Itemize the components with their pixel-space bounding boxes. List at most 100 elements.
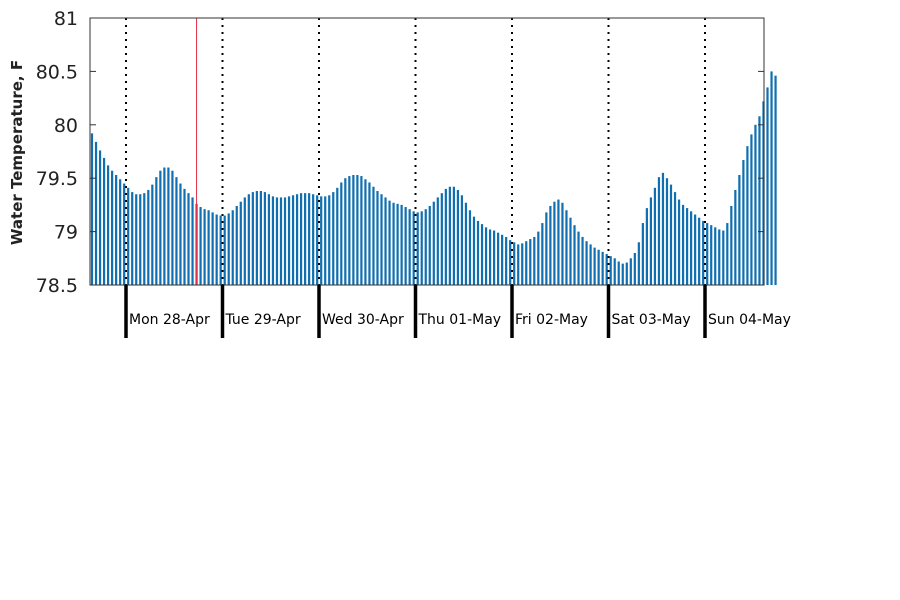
- temperature-bar: [183, 188, 186, 285]
- temperature-bar: [629, 258, 632, 285]
- temperature-bar: [223, 215, 226, 285]
- temperature-bar: [505, 236, 508, 285]
- temperature-bar: [304, 193, 307, 285]
- temperature-bar: [151, 184, 154, 285]
- temperature-bar: [251, 192, 254, 285]
- temperature-bar: [143, 193, 146, 285]
- temperature-bar: [167, 167, 170, 285]
- temperature-bar: [352, 175, 355, 285]
- temperature-bar: [641, 223, 644, 285]
- temperature-bar: [147, 189, 150, 285]
- temperature-bar: [565, 210, 568, 285]
- temperature-bar: [400, 204, 403, 285]
- temperature-bar: [203, 209, 206, 285]
- temperature-bar: [605, 254, 608, 285]
- temperature-bar: [215, 214, 218, 285]
- temperature-bar: [718, 229, 721, 285]
- temperature-bar: [360, 176, 363, 285]
- temperature-bar: [710, 225, 713, 285]
- x-axis-day-ticks: Mon 28-Apr Tue 29-Apr Wed 30-Apr Thu 01-May…: [124, 285, 791, 338]
- y-tick-label: 79.5: [36, 168, 78, 190]
- temperature-bar: [553, 201, 556, 285]
- day-label: Mon 28-Apr: [129, 312, 210, 328]
- temperature-bar: [726, 223, 729, 285]
- day-label: Wed 30-Apr: [322, 312, 404, 328]
- temperature-bar: [577, 231, 580, 285]
- temperature-bar: [340, 182, 343, 285]
- temperature-bar: [123, 183, 126, 285]
- temperature-bar: [376, 191, 379, 285]
- temperature-bar: [497, 232, 500, 285]
- day-label: Tue 29-Apr: [225, 312, 301, 328]
- temperature-bar: [336, 187, 339, 285]
- temperature-bar: [356, 175, 359, 285]
- temperature-bar: [271, 196, 275, 285]
- temperature-bar: [464, 202, 468, 285]
- temperature-bar: [685, 208, 689, 285]
- temperature-bar: [247, 194, 250, 285]
- temperature-bar: [279, 197, 283, 285]
- temperature-bar: [593, 247, 596, 285]
- temperature-bar: [581, 236, 584, 285]
- temperature-bar: [722, 230, 725, 285]
- temperature-bar: [155, 177, 158, 285]
- temperature-bar: [456, 189, 460, 285]
- temperature-bar: [175, 177, 178, 285]
- temperature-bar: [328, 195, 331, 285]
- temperature-bar: [698, 217, 701, 285]
- temperature-bar: [159, 170, 162, 285]
- temperature-bar: [231, 210, 234, 285]
- temperature-bar: [452, 186, 455, 285]
- temperature-bar: [613, 258, 616, 285]
- temperature-bar: [424, 209, 427, 285]
- temperature-bar: [480, 224, 484, 285]
- temperature-bar: [585, 241, 588, 285]
- temperature-bar: [275, 197, 279, 285]
- temperature-bar: [332, 192, 335, 285]
- temperature-bar: [492, 230, 496, 285]
- temperature-bar: [211, 212, 214, 285]
- temperature-bar: [770, 71, 773, 286]
- temperature-bar: [774, 75, 777, 285]
- temperature-bar: [444, 188, 447, 285]
- temperature-bar: [541, 223, 544, 285]
- temperature-bar: [348, 176, 351, 285]
- temperature-bar: [561, 202, 564, 285]
- temperature-bar: [243, 197, 246, 285]
- temperature-bar: [472, 216, 476, 285]
- temperature-bar: [412, 211, 415, 285]
- y-tick-label: 80: [54, 115, 78, 137]
- temperature-bar: [432, 201, 435, 285]
- temperature-bar: [94, 141, 98, 285]
- temperature-bar: [746, 146, 749, 285]
- temperature-bar: [509, 240, 512, 285]
- temperature-bar: [135, 194, 138, 285]
- temperature-bar: [131, 192, 134, 285]
- temperature-bar: [730, 205, 733, 285]
- temperature-bar: [673, 192, 677, 285]
- temperature-bar: [762, 101, 765, 285]
- temperature-bar: [295, 194, 299, 285]
- temperature-bar: [299, 193, 303, 285]
- temperature-bar: [617, 261, 620, 285]
- temperature-bar: [98, 150, 102, 285]
- day-label: Sun 04-May: [708, 312, 791, 328]
- temperature-bar: [207, 210, 210, 285]
- temperature-bar: [625, 262, 628, 285]
- temperature-bar: [227, 213, 230, 285]
- temperature-bar: [706, 223, 709, 285]
- y-axis-label: Water Temperature, F: [8, 60, 26, 245]
- temperature-bar: [102, 157, 106, 285]
- temperature-bar: [754, 124, 757, 285]
- temperature-bar: [171, 170, 174, 285]
- temperature-bar: [601, 251, 604, 285]
- temperature-bar: [549, 205, 552, 285]
- temperature-bar: [521, 243, 524, 285]
- temperature-bar: [569, 217, 572, 285]
- temperature-bar: [364, 179, 367, 285]
- temperature-bar: [488, 229, 492, 285]
- temperature-bar: [637, 242, 640, 285]
- bar-series: [90, 71, 777, 286]
- temperature-bar: [681, 204, 685, 285]
- temperature-bar: [106, 165, 110, 285]
